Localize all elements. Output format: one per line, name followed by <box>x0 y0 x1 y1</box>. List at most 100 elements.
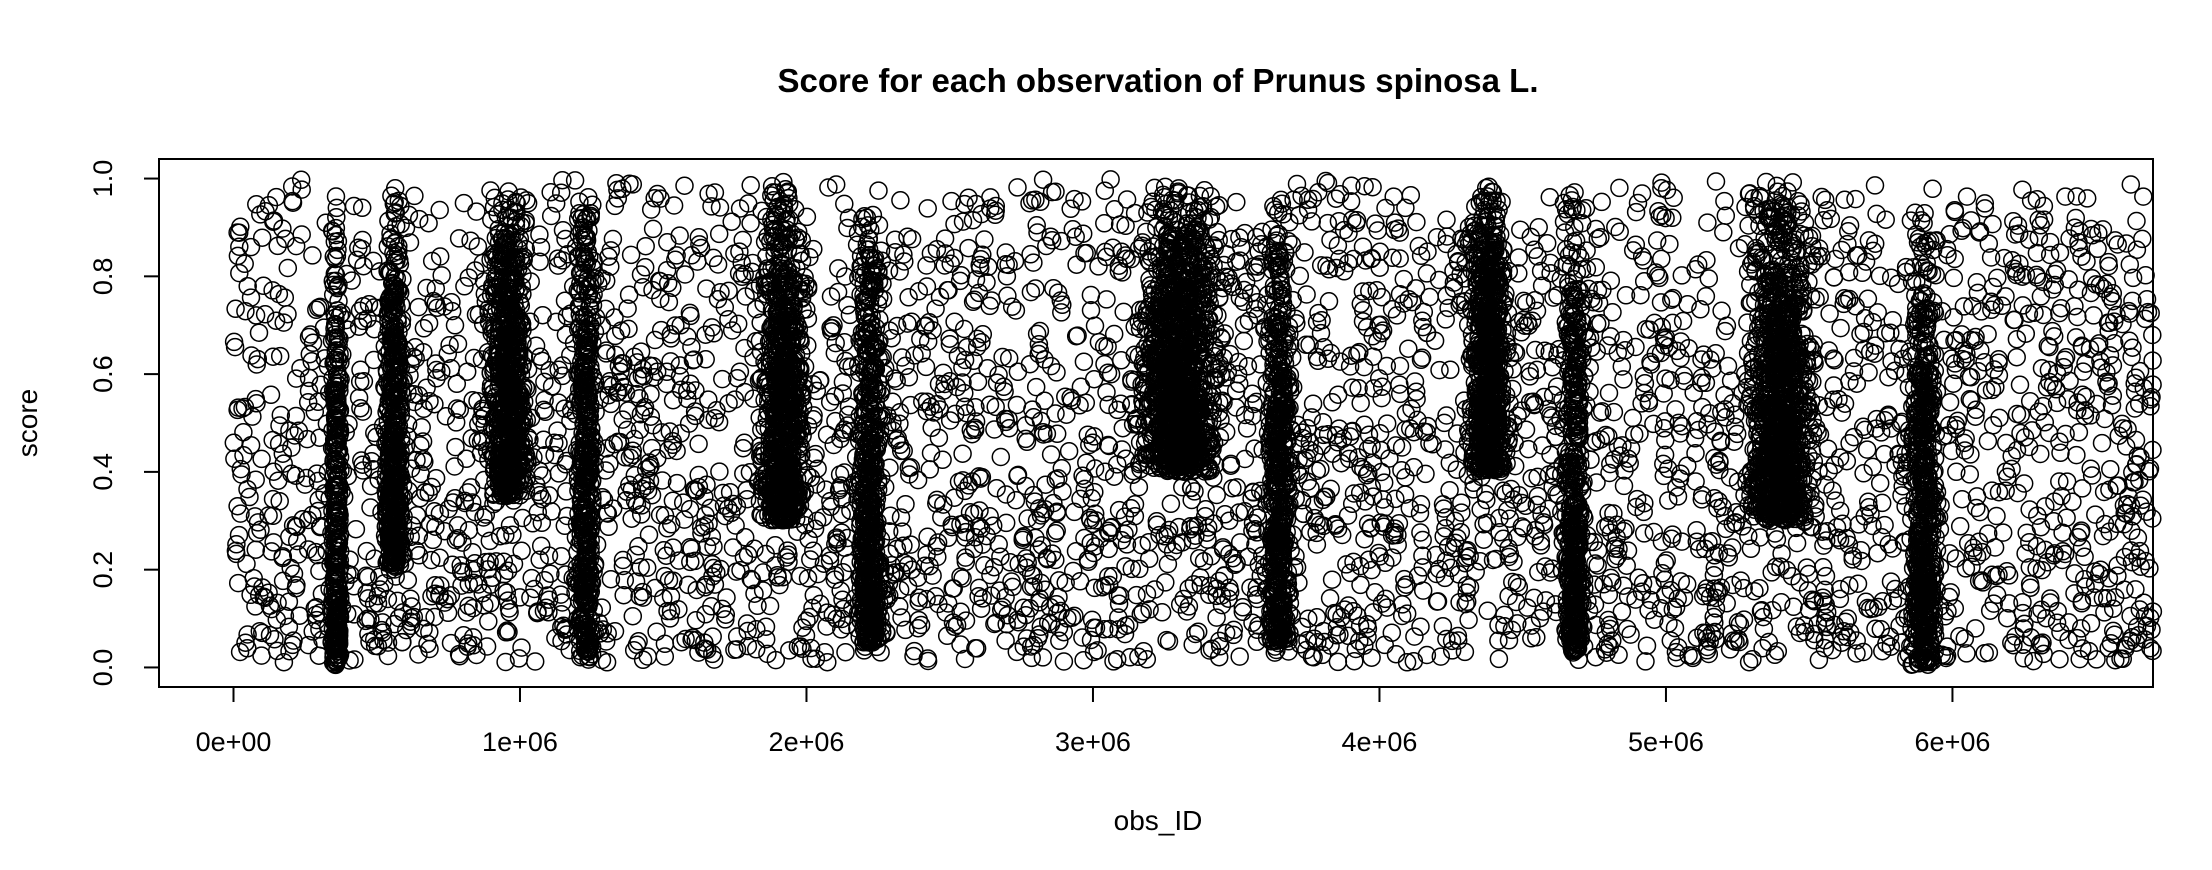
data-point <box>1170 595 1190 614</box>
data-point <box>1866 336 1885 355</box>
data-point <box>1987 506 2006 526</box>
data-point <box>1085 316 1105 336</box>
data-point <box>1667 478 1686 497</box>
data-point <box>1659 491 1678 510</box>
data-point <box>1322 570 1342 589</box>
data-point <box>1717 594 1736 613</box>
data-point <box>1073 628 1092 647</box>
data-point <box>1655 445 1675 465</box>
data-point <box>2077 189 2097 208</box>
data-point <box>1520 367 1540 386</box>
data-point <box>1768 641 1788 661</box>
data-point <box>675 265 695 284</box>
data-point <box>597 653 617 672</box>
data-point <box>1296 335 1316 354</box>
data-point <box>1074 352 1094 371</box>
data-point <box>263 347 283 366</box>
data-point <box>409 645 428 664</box>
data-point <box>1362 648 1381 667</box>
data-point <box>1290 266 1310 286</box>
data-point <box>1441 360 1460 380</box>
data-point <box>1606 217 1625 237</box>
data-point <box>820 392 840 412</box>
data-point <box>946 404 965 424</box>
data-point <box>2029 402 2048 421</box>
data-point <box>639 525 659 545</box>
data-point <box>957 337 977 357</box>
data-point <box>629 537 648 556</box>
data-point <box>1518 598 1537 617</box>
data-point <box>2073 639 2092 658</box>
data-point <box>1095 620 1114 639</box>
data-point <box>1647 231 1667 250</box>
data-point <box>989 535 1008 554</box>
data-point <box>1743 649 1762 669</box>
data-point <box>1870 266 1890 286</box>
data-point <box>699 390 718 409</box>
data-point <box>836 642 855 662</box>
data-point <box>918 527 937 547</box>
data-point <box>730 242 749 261</box>
data-point <box>512 541 531 561</box>
data-point <box>1536 591 1556 610</box>
data-point <box>1844 348 1864 368</box>
data-point <box>548 421 567 440</box>
data-point <box>1983 214 2002 234</box>
data-point <box>1099 395 1118 415</box>
data-point <box>1945 200 1964 220</box>
data-point <box>955 383 974 403</box>
data-point <box>1840 433 1859 453</box>
data-point <box>1433 616 1453 636</box>
data-point <box>1603 303 1622 322</box>
data-point <box>1957 187 1977 206</box>
data-point <box>2041 589 2060 608</box>
data-point <box>1863 241 1883 261</box>
data-point <box>1452 493 1471 512</box>
data-point <box>623 441 643 461</box>
data-point <box>1026 377 1046 397</box>
data-point <box>1739 526 1758 546</box>
data-point <box>1030 321 1050 341</box>
data-point <box>1585 595 1605 614</box>
data-point <box>996 588 1015 607</box>
data-point <box>953 444 972 463</box>
data-point <box>839 397 859 416</box>
data-point <box>234 422 253 442</box>
data-point <box>2068 280 2088 300</box>
data-point <box>1021 282 1041 302</box>
data-point <box>1207 608 1226 627</box>
data-point <box>987 478 1006 498</box>
data-point <box>2013 592 2032 612</box>
data-point <box>1875 444 1894 464</box>
data-point <box>1104 324 1124 344</box>
data-point <box>1692 485 1712 505</box>
data-point <box>2125 374 2144 393</box>
data-point <box>1382 623 1402 642</box>
data-point <box>975 230 994 249</box>
data-point <box>1612 602 1632 621</box>
data-point <box>696 350 715 369</box>
data-point <box>1940 392 1960 412</box>
data-point <box>2121 175 2141 194</box>
data-point <box>626 572 646 591</box>
data-point <box>1071 377 1091 397</box>
data-point <box>655 634 675 654</box>
data-point <box>1114 302 1133 322</box>
data-point <box>308 392 328 412</box>
data-point <box>447 374 467 394</box>
data-point <box>265 630 284 649</box>
data-point <box>1227 192 1246 212</box>
data-point <box>926 299 945 318</box>
data-point <box>1006 491 1026 510</box>
data-point <box>1687 520 1706 540</box>
data-point <box>1989 482 2009 502</box>
data-point <box>631 558 650 577</box>
data-point <box>1626 202 1646 222</box>
data-point <box>1351 294 1371 314</box>
data-point <box>1865 176 1885 195</box>
data-point <box>797 207 817 227</box>
data-point <box>1885 361 1905 380</box>
data-point <box>658 233 677 252</box>
data-point <box>892 608 911 627</box>
data-point <box>1177 602 1197 621</box>
